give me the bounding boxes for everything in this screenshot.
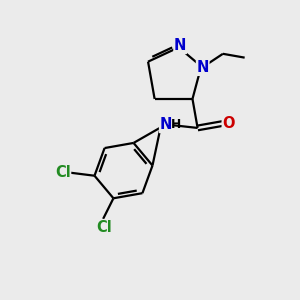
Text: Cl: Cl bbox=[55, 165, 70, 180]
Text: N: N bbox=[196, 60, 209, 75]
Text: Cl: Cl bbox=[96, 220, 112, 235]
Text: H: H bbox=[170, 118, 181, 131]
Text: N: N bbox=[160, 118, 172, 133]
Text: N: N bbox=[174, 38, 186, 53]
Text: O: O bbox=[222, 116, 235, 131]
